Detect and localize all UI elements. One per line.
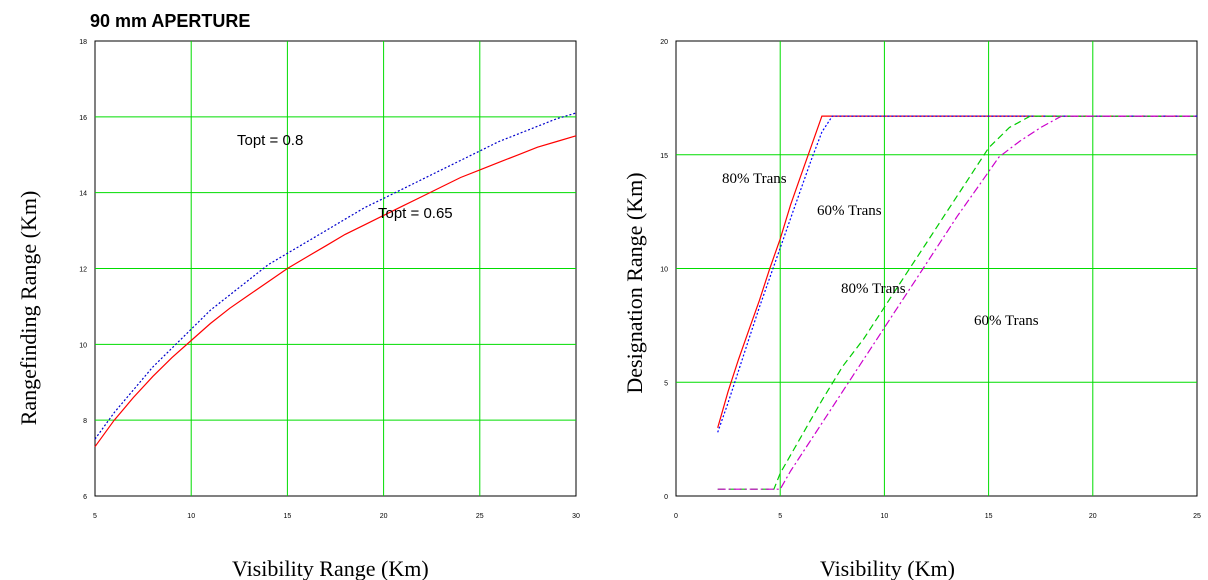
x-tick-label: 25 [476,513,484,520]
y-tick-label: 5 [664,380,668,387]
x-axis-label: Visibility Range (Km) [232,556,429,580]
x-tick-label: 10 [881,513,889,520]
series-lines [94,112,577,448]
series-line [94,112,577,440]
series-line [94,135,577,448]
rangefinding-chart: 5 10 15 20 25 30 6 8 10 12 14 16 18 90 mm APERTURE R… [16,11,580,580]
y-tick-label: 8 [83,418,87,425]
annotation-60-trans-magenta: 60% Trans [974,313,1039,329]
tick-labels: 0 5 10 15 20 25 0 5 10 15 20 [660,39,1201,520]
x-tick-label: 15 [284,513,292,520]
x-axis-label: Visibility (Km) [820,556,955,580]
annotation-topt-0-65: Topt = 0.65 [378,205,453,222]
grid [95,41,576,496]
grid [676,41,1197,496]
x-tick-label: 30 [572,513,580,520]
annotation-60-trans-blue: 60% Trans [817,203,882,219]
y-axis-label: Designation Range (Km) [622,172,647,393]
y-tick-label: 18 [79,39,87,46]
x-tick-label: 5 [93,513,97,520]
tick-labels: 5 10 15 20 25 30 6 8 10 12 14 16 18 [79,39,580,520]
x-tick-label: 20 [1089,513,1097,520]
y-tick-label: 10 [660,267,668,274]
y-tick-label: 15 [660,153,668,160]
y-axis-label: Rangefinding Range (Km) [16,191,41,426]
y-tick-label: 20 [660,39,668,46]
x-tick-label: 0 [674,513,678,520]
chart-title: 90 mm APERTURE [90,11,250,31]
y-tick-label: 16 [79,115,87,122]
y-tick-label: 12 [79,267,87,274]
x-tick-label: 20 [380,513,388,520]
series-line [717,115,1197,490]
y-tick-label: 10 [79,342,87,349]
x-tick-label: 15 [985,513,993,520]
series-line [717,115,1197,433]
series-line [717,115,1197,428]
x-tick-label: 10 [187,513,195,520]
series-lines [717,115,1197,490]
y-tick-label: 14 [79,191,87,198]
annotation-80-trans-red: 80% Trans [722,171,787,187]
x-tick-label: 5 [778,513,782,520]
y-tick-label: 6 [83,494,87,501]
annotation-topt-0-8: Topt = 0.8 [237,132,303,149]
annotation-80-trans-green: 80% Trans [841,281,906,297]
x-tick-label: 25 [1193,513,1201,520]
y-tick-label: 0 [664,494,668,501]
designation-chart: 0 5 10 15 20 25 0 5 10 15 20 Designation Range (Km… [622,39,1201,580]
